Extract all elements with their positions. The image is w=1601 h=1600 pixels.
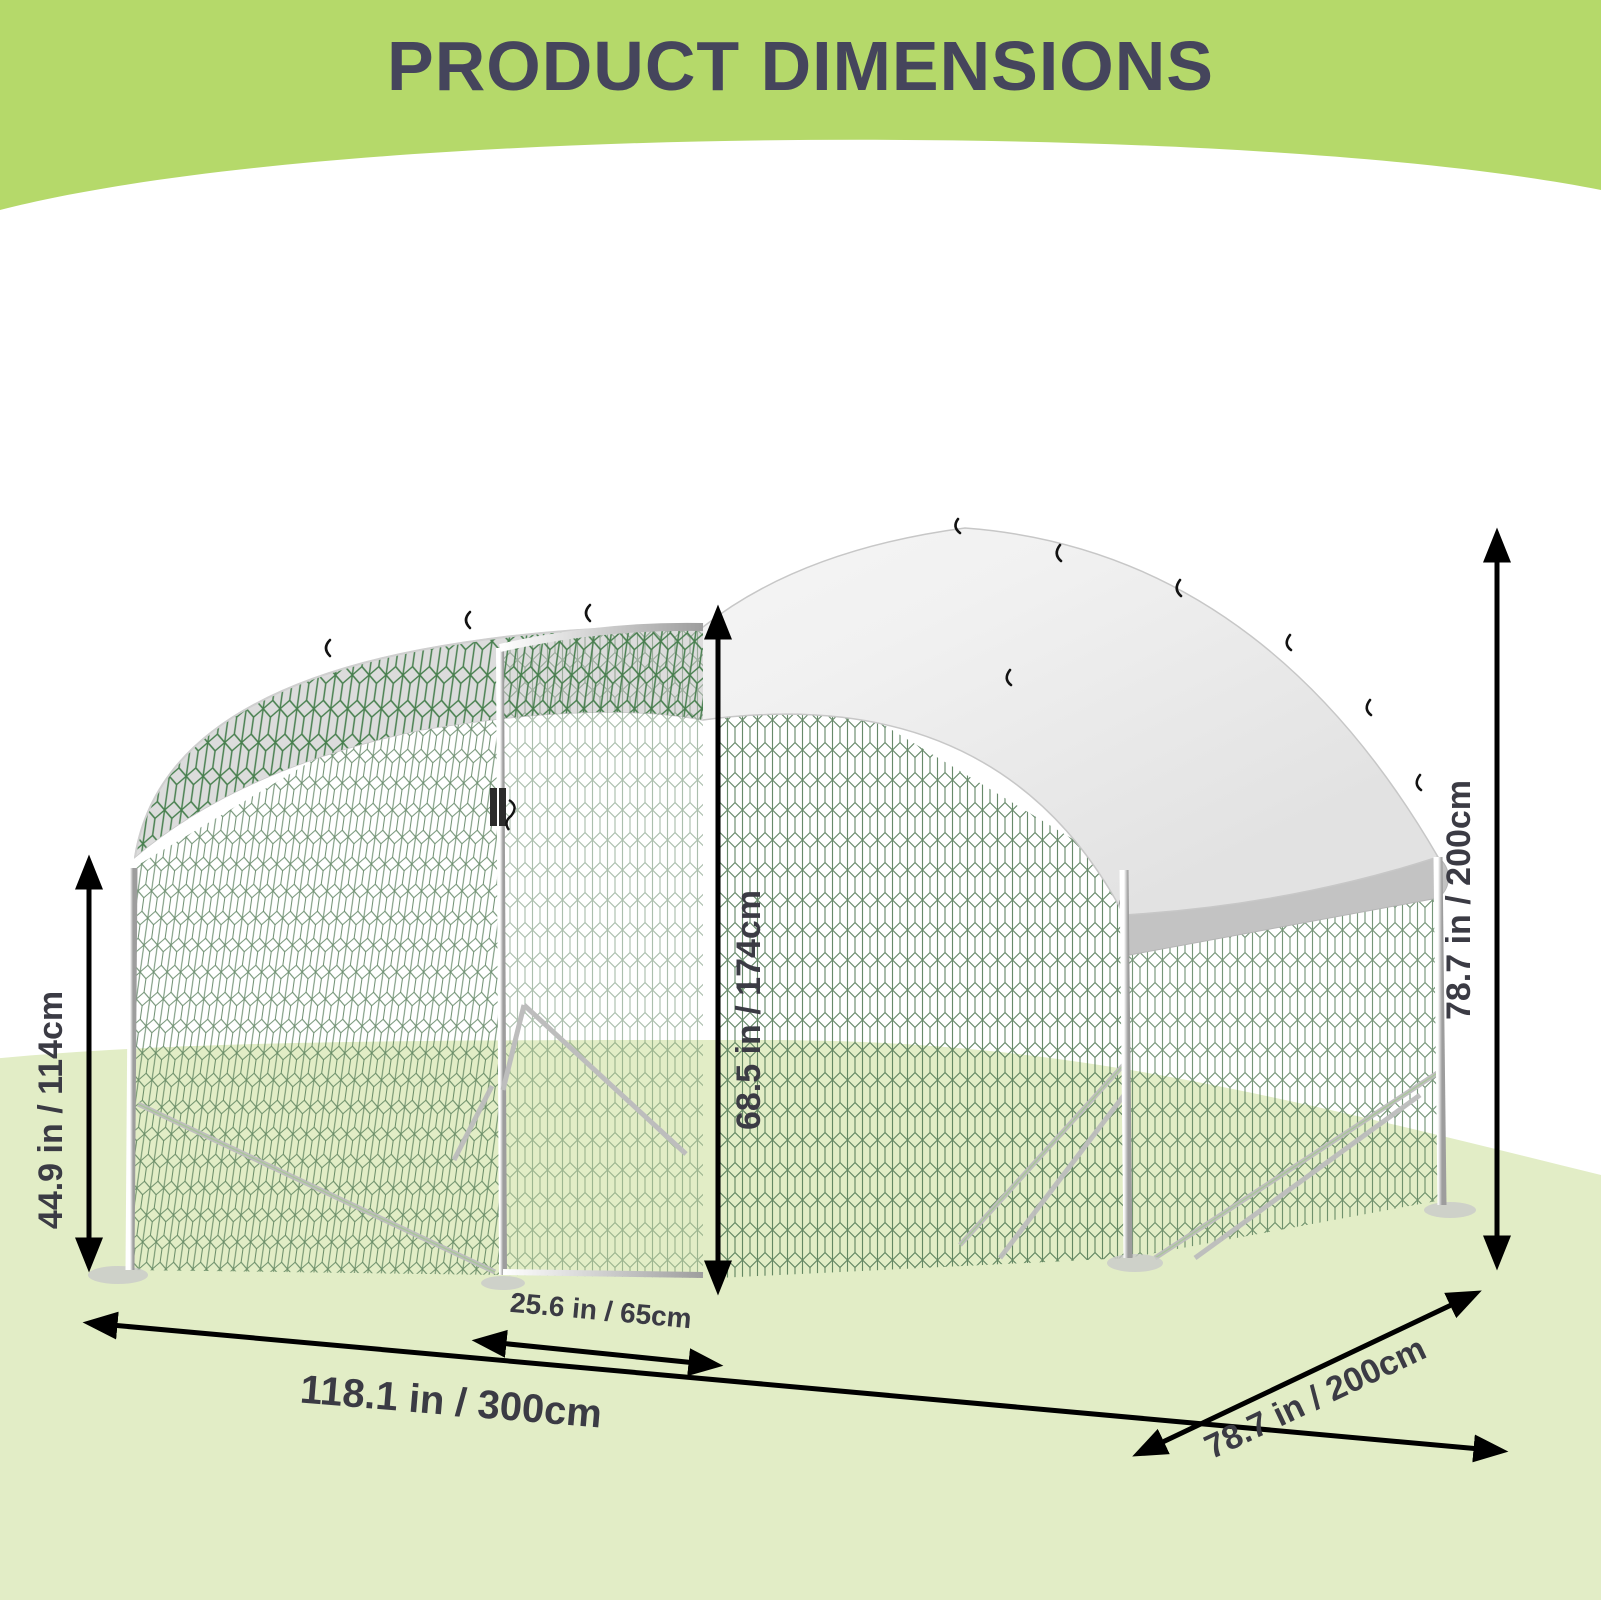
svg-text:68.5 in / 174cm: 68.5 in / 174cm: [730, 890, 768, 1130]
svg-text:25.6 in / 65cm: 25.6 in / 65cm: [509, 1287, 693, 1334]
svg-text:118.1 in / 300cm: 118.1 in / 300cm: [299, 1367, 604, 1436]
svg-text:44.9 in / 114cm: 44.9 in / 114cm: [32, 991, 70, 1229]
svg-text:78.7 in / 200cm: 78.7 in / 200cm: [1440, 780, 1478, 1020]
svg-text:78.7 in / 200cm: 78.7 in / 200cm: [1199, 1329, 1432, 1466]
